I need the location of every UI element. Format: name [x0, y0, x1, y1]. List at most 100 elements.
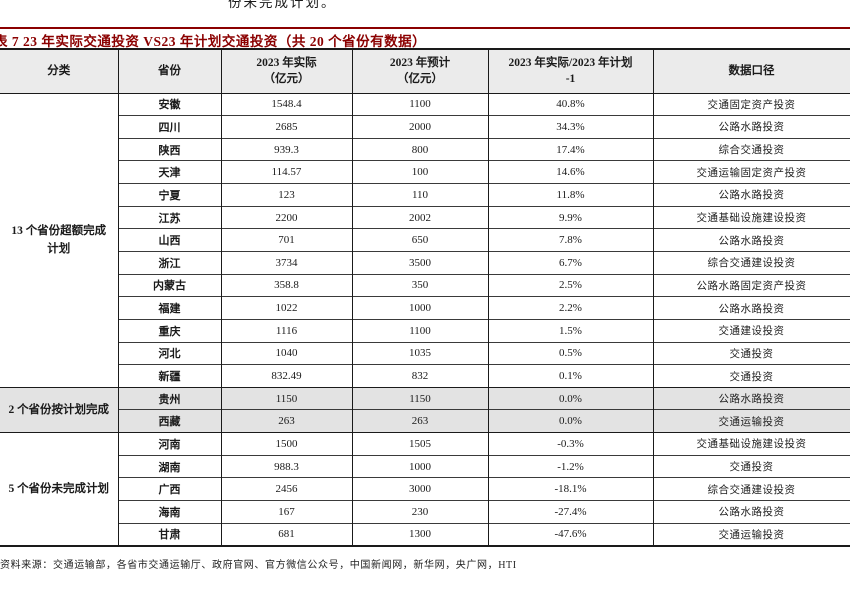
province-cell: 河南 [117, 432, 221, 456]
investment-table: 分类 省份 2023 年实际 （亿元） 2023 年预计 （亿元） 2023 年实际/2… [0, 48, 850, 547]
actual_2023-cell: 988.3 [220, 454, 352, 478]
caliber-cell: 交通投资 [652, 341, 850, 365]
column-header: 2023 年实际 （亿元） [220, 49, 352, 94]
province-cell: 西藏 [117, 409, 221, 433]
caliber-cell: 交通基础设施建设投资 [652, 432, 850, 456]
ratio-cell: 2.5% [487, 273, 653, 297]
actual_2023-cell: 1040 [220, 341, 352, 365]
ratio-cell: -18.1% [487, 477, 653, 501]
province-cell: 重庆 [117, 318, 221, 343]
province-cell: 陕西 [117, 137, 221, 161]
province-cell: 河北 [117, 341, 221, 365]
ratio-cell: 9.9% [487, 205, 653, 229]
province-cell: 甘肃 [117, 522, 221, 546]
table-row: 天津 114.57 100 14.6% 交通运输固定资产投资 [0, 160, 850, 184]
province-cell: 安徽 [117, 93, 221, 116]
province-cell: 福建 [117, 296, 221, 320]
table-title: 表 7 23 年实际交通投资 VS23 年计划交通投资（共 20 个省份有数据） [0, 34, 427, 49]
caliber-cell: 公路水路投资 [652, 228, 850, 252]
planned_2023-cell: 1300 [351, 522, 488, 546]
ratio-cell: 1.5% [487, 318, 653, 343]
planned_2023-cell: 650 [351, 228, 488, 252]
table-row: 重庆 1116 1100 1.5% 交通建设投资 [0, 318, 850, 343]
table-row: 浙江 3734 3500 6.7% 综合交通建设投资 [0, 250, 850, 275]
actual_2023-cell: 123 [220, 183, 352, 207]
ratio-cell: 11.8% [487, 183, 653, 207]
caliber-cell: 公路水路投资 [652, 296, 850, 320]
ratio-cell: 0.1% [487, 364, 653, 388]
actual_2023-cell: 1150 [220, 386, 352, 410]
actual_2023-cell: 3734 [220, 250, 352, 275]
province-cell: 浙江 [117, 250, 221, 275]
planned_2023-cell: 110 [351, 183, 488, 207]
table-header-row: 分类 省份 2023 年实际 （亿元） 2023 年预计 （亿元） 2023 年实际/2… [0, 49, 850, 94]
column-header: 省份 [117, 49, 221, 94]
planned_2023-cell: 800 [351, 137, 488, 161]
planned_2023-cell: 832 [351, 364, 488, 388]
clipped-paragraph-text: 份未完成计划。 [228, 0, 337, 10]
actual_2023-cell: 1022 [220, 296, 352, 320]
table-row: 宁夏 123 110 11.8% 公路水路投资 [0, 183, 850, 207]
title-top-rule [0, 27, 850, 29]
caliber-cell: 交通投资 [652, 454, 850, 478]
actual_2023-cell: 2200 [220, 205, 352, 229]
caliber-cell: 交通运输固定资产投资 [652, 160, 850, 184]
planned_2023-cell: 3500 [351, 250, 488, 275]
table-row: 广西 2456 3000 -18.1% 综合交通建设投资 [0, 477, 850, 501]
column-header: 2023 年预计 （亿元） [351, 49, 488, 94]
ratio-cell: 0.0% [487, 409, 653, 433]
table-row: 内蒙古 358.8 350 2.5% 公路水路固定资产投资 [0, 273, 850, 297]
ratio-cell: -1.2% [487, 454, 653, 478]
caliber-cell: 公路水路投资 [652, 500, 850, 524]
ratio-cell: -0.3% [487, 432, 653, 456]
table-row: 新疆 832.49 832 0.1% 交通投资 [0, 364, 850, 388]
table-row: 5 个省份未完成计划 河南 1500 1505 -0.3% 交通基础设施建设投资 [0, 432, 850, 546]
table-row: 湖南 988.3 1000 -1.2% 交通投资 [0, 454, 850, 478]
planned_2023-cell: 1150 [351, 386, 488, 410]
province-cell: 四川 [117, 115, 221, 139]
table-row: 2 个省份按计划完成 贵州 1150 1150 0.0% 公路水路投资 [0, 386, 850, 433]
ratio-cell: 17.4% [487, 137, 653, 161]
caliber-cell: 公路水路投资 [652, 183, 850, 207]
column-header: 分类 [0, 49, 118, 94]
province-cell: 天津 [117, 160, 221, 184]
caliber-cell: 交通运输投资 [652, 522, 850, 546]
planned_2023-cell: 1000 [351, 454, 488, 478]
table-row: 四川 2685 2000 34.3% 公路水路投资 [0, 115, 850, 139]
ratio-cell: 14.6% [487, 160, 653, 184]
ratio-cell: 34.3% [487, 115, 653, 139]
planned_2023-cell: 3000 [351, 477, 488, 501]
table-row: 西藏 263 263 0.0% 交通运输投资 [0, 409, 850, 433]
ratio-cell: 0.0% [487, 386, 653, 410]
caliber-cell: 公路水路投资 [652, 386, 850, 410]
planned_2023-cell: 1100 [351, 93, 488, 116]
actual_2023-cell: 939.3 [220, 137, 352, 161]
caliber-cell: 综合交通投资 [652, 137, 850, 161]
caliber-cell: 交通运输投资 [652, 409, 850, 433]
ratio-cell: 0.5% [487, 341, 653, 365]
actual_2023-cell: 1116 [220, 318, 352, 343]
planned_2023-cell: 2000 [351, 115, 488, 139]
data-source-note: 资料来源：交通运输部，各省市交通运输厅、政府官网、官方微信公众号，中国新闻网，新… [0, 560, 517, 571]
category-cell: 2 个省份按计划完成 [0, 386, 118, 433]
province-cell: 贵州 [117, 386, 221, 410]
planned_2023-cell: 230 [351, 500, 488, 524]
province-cell: 宁夏 [117, 183, 221, 207]
province-cell: 湖南 [117, 454, 221, 478]
caliber-cell: 公路水路固定资产投资 [652, 273, 850, 297]
planned_2023-cell: 263 [351, 409, 488, 433]
table-row: 陕西 939.3 800 17.4% 综合交通投资 [0, 137, 850, 161]
caliber-cell: 交通建设投资 [652, 318, 850, 343]
table-row: 江苏 2200 2002 9.9% 交通基础设施建设投资 [0, 205, 850, 229]
column-header: 数据口径 [652, 49, 850, 94]
column-header: 2023 年实际/2023 年计划 -1 [487, 49, 653, 94]
planned_2023-cell: 350 [351, 273, 488, 297]
planned_2023-cell: 1035 [351, 341, 488, 365]
table-row: 河北 1040 1035 0.5% 交通投资 [0, 341, 850, 365]
actual_2023-cell: 263 [220, 409, 352, 433]
actual_2023-cell: 358.8 [220, 273, 352, 297]
category-cell: 5 个省份未完成计划 [0, 432, 118, 546]
ratio-cell: 2.2% [487, 296, 653, 320]
ratio-cell: 40.8% [487, 93, 653, 116]
table-row: 海南 167 230 -27.4% 公路水路投资 [0, 500, 850, 524]
